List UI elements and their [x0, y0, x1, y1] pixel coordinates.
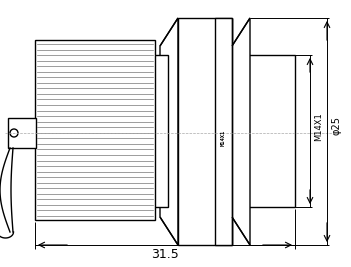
Text: M14X1: M14X1 [221, 130, 226, 146]
Bar [215, 18, 232, 245]
Bar [178, 18, 232, 245]
Circle shape [10, 129, 18, 137]
Bar [8, 118, 36, 148]
Bar [35, 40, 155, 220]
Text: 31.5: 31.5 [151, 249, 179, 261]
Text: φ25: φ25 [331, 116, 341, 135]
Polygon shape [232, 18, 250, 245]
Polygon shape [160, 18, 178, 245]
Bar [228, 55, 295, 207]
Text: M14X1: M14X1 [314, 113, 324, 141]
Bar [148, 55, 168, 207]
